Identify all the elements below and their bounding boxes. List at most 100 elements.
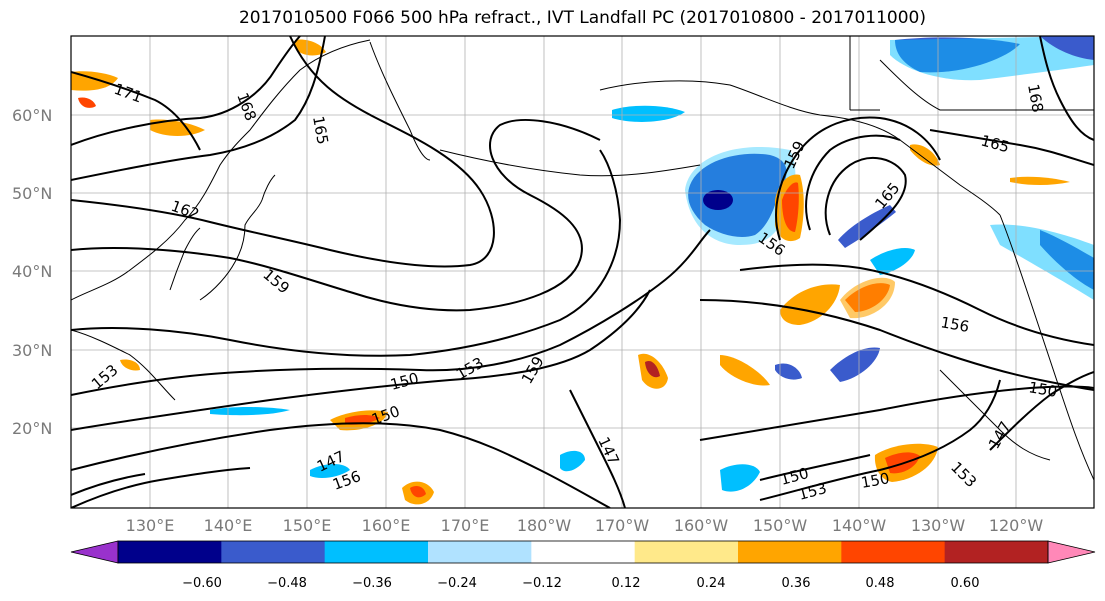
contour-label: 159 [780, 138, 808, 172]
lon-label: 170°W [595, 516, 650, 535]
shade-patch [780, 284, 840, 325]
contour-168 [71, 36, 301, 146]
colorbar-segment [118, 541, 222, 563]
shade-patch [210, 407, 290, 416]
coast-asia-south [71, 329, 176, 401]
contour-label: 168 [1024, 83, 1047, 114]
contour-label: 165 [871, 179, 903, 213]
colorbar-extend-low [70, 540, 119, 564]
lon-label: 150°E [283, 516, 332, 535]
colorbar-segment [738, 541, 842, 563]
contour-156 [71, 149, 622, 357]
contour-label: 156 [939, 313, 970, 336]
contour-150-s [759, 454, 871, 481]
colorbar-extend-high [1047, 540, 1096, 564]
coast-japan [199, 174, 276, 301]
colorbar-segment [634, 541, 739, 563]
lat-label: 30°N [12, 341, 52, 360]
coast-na [999, 214, 1094, 481]
colorbar-tick-label: 0.12 [612, 576, 641, 591]
contour-162-east [824, 157, 907, 241]
coast-arctic [849, 36, 1094, 111]
contour-label: 150 [388, 369, 420, 394]
lon-label: 130°W [911, 516, 966, 535]
contour-153 [71, 229, 711, 396]
lon-label: 140°W [832, 516, 887, 535]
contour-147b [569, 389, 626, 508]
shade-patch [840, 277, 895, 319]
colorbar-segment [841, 541, 946, 563]
lon-label: 160°W [674, 516, 729, 535]
colorbar-ticks: −0.60 −0.48 −0.36 −0.24 −0.12 0.12 0.24 … [182, 576, 979, 591]
map-panel [71, 36, 1094, 508]
longitude-labels: 130°E 140°E 150°E 160°E 170°E 180°W 170°… [126, 516, 1044, 535]
contour-150 [71, 289, 651, 431]
contour-168-east [1039, 36, 1094, 141]
contour-label: 147 [985, 418, 1015, 452]
figure-title: 2017010500 F066 500 hPa refract., IVT La… [238, 8, 926, 28]
contour-150-se [699, 385, 1094, 441]
shade-patch [775, 363, 802, 380]
colorbar-tick-label: −0.24 [437, 576, 477, 591]
colorbar [70, 540, 1096, 564]
contour-label: 165 [979, 131, 1011, 156]
contour-147-se [989, 371, 1094, 451]
graticule [71, 36, 1094, 508]
contour-165-east [929, 129, 1094, 166]
lat-label: 60°N [12, 106, 52, 125]
shade-patch [150, 119, 205, 136]
shade-patch [645, 360, 660, 378]
lon-label: 150°W [753, 516, 808, 535]
contour-label: 159 [259, 265, 293, 297]
colorbar-tick-label: −0.36 [352, 576, 392, 591]
map-frame [70, 35, 1095, 509]
lon-label: 130°E [126, 516, 175, 535]
shade-patch [612, 105, 685, 122]
shade-patch [560, 450, 585, 472]
shade-patch [838, 205, 896, 248]
lon-label: 120°W [989, 516, 1044, 535]
contour-162 [71, 36, 495, 268]
colorbar-tick-label: 0.24 [697, 576, 726, 591]
shade-patch [295, 39, 326, 56]
contour-low2 [71, 473, 146, 496]
shade-patch [1040, 36, 1094, 60]
shade-patch [310, 464, 350, 478]
contour-label: 150 [1027, 378, 1058, 401]
colorbar-frame [117, 540, 1049, 564]
shade-patch [720, 464, 760, 492]
coast-korea [169, 227, 201, 291]
colorbar-tick-label: −0.60 [182, 576, 222, 591]
colorbar-segment [531, 541, 636, 563]
contour-156-east [775, 116, 941, 241]
shade-patch [685, 146, 796, 245]
shade-patch [782, 182, 799, 232]
shade-patch [703, 190, 733, 210]
contour-label: 165 [309, 115, 332, 146]
shade-patch [1010, 176, 1070, 185]
shade-patch [410, 486, 426, 498]
contour-label-layer: 171 168 165 162 159 153 150 153 159 156 … [88, 80, 1059, 504]
contour-153-s [759, 379, 1001, 501]
contour-label: 153 [947, 458, 980, 491]
shade-patch [910, 144, 940, 166]
shade-patch [78, 97, 96, 108]
lon-label: 180°W [517, 516, 572, 535]
contour-147 [71, 422, 611, 508]
coast-kamchatka [369, 41, 431, 161]
contour-label: 171 [112, 80, 145, 107]
contour-153-se [699, 299, 1094, 391]
contour-159-east [805, 134, 901, 231]
shade-patch [120, 359, 140, 371]
coastlines [71, 36, 1094, 481]
lon-label: 170°E [441, 516, 490, 535]
coast-mexico [939, 369, 1051, 461]
contour-156-se [739, 263, 1094, 346]
colorbar-segment [428, 541, 532, 563]
lon-label: 160°E [362, 516, 411, 535]
contour-label: 150 [860, 469, 891, 492]
lat-label: 20°N [12, 419, 52, 438]
shade-patch [830, 347, 880, 382]
colorbar-segment [944, 541, 1049, 563]
